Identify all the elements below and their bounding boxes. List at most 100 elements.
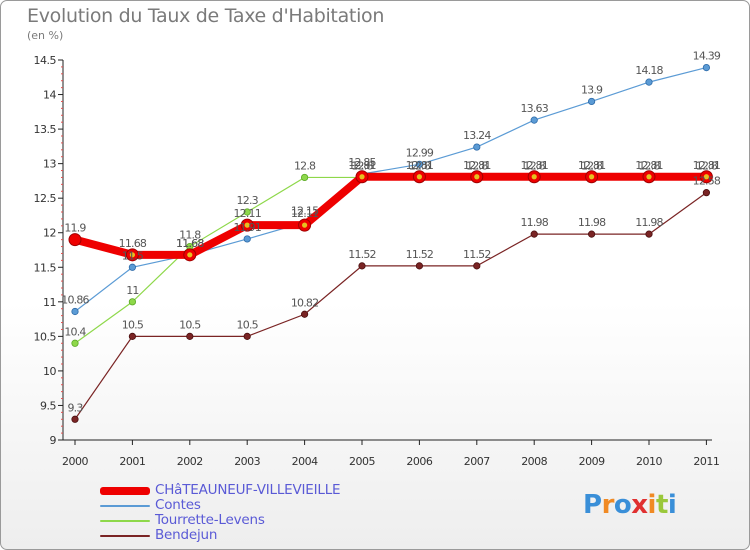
data-label: 10.4	[64, 325, 86, 338]
legend: CHâTEAUNEUF-VILLEVIEILLE Contes Tourrette-…	[100, 482, 341, 543]
data-label: 12.81	[578, 159, 606, 172]
data-label: 12.8	[466, 159, 488, 172]
data-label: 11.98	[578, 216, 606, 229]
data-point-inner	[646, 174, 652, 180]
x-tick-label: 2008	[521, 455, 547, 468]
x-tick-label: 2007	[464, 455, 490, 468]
data-point-inner	[531, 174, 537, 180]
data-label: 11.68	[176, 237, 204, 250]
x-tick-label: 2003	[234, 455, 260, 468]
legend-swatch	[100, 534, 150, 537]
data-label: 12.8	[581, 159, 603, 172]
data-label: 10.5	[237, 318, 259, 331]
data-label: 12.99	[406, 146, 434, 159]
data-label: 11.52	[463, 248, 491, 261]
y-tick-label: 10	[43, 365, 56, 378]
logo-letter: r	[601, 490, 615, 520]
data-label: 9.3	[67, 401, 83, 414]
data-point	[415, 160, 423, 168]
data-point	[71, 415, 79, 423]
data-point-inner	[416, 174, 422, 180]
chart-title: Evolution du Taux de Taxe d'Habitation	[27, 5, 385, 27]
logo-letter: o	[613, 490, 632, 520]
legend-item: CHâTEAUNEUF-VILLEVIEILLE	[100, 482, 341, 498]
legend-swatch	[100, 519, 150, 522]
series-line-tourrette-levens	[74, 176, 707, 344]
data-label: 11.68	[119, 237, 147, 250]
series-line-chateauneuf	[71, 172, 711, 259]
data-point-inner	[187, 252, 193, 258]
legend-item: Contes	[100, 498, 340, 513]
data-label: 12.8	[294, 159, 316, 172]
data-point	[71, 339, 79, 347]
data-label: 12.8	[638, 159, 660, 172]
data-point	[243, 332, 251, 340]
data-point	[300, 173, 309, 182]
data-label: 11.52	[348, 248, 376, 261]
data-label: 11	[126, 284, 138, 297]
data-label: 10.86	[61, 293, 89, 306]
logo-letter: i	[667, 490, 677, 520]
data-point-inner	[244, 222, 250, 228]
data-point	[473, 262, 481, 270]
data-label: 12.11	[233, 207, 261, 220]
legend-label: Tourrette-Levens	[155, 512, 265, 528]
x-tick-label: 2001	[119, 455, 145, 468]
logo-letter: x	[631, 490, 648, 520]
data-label: 12.15	[291, 204, 319, 217]
data-point	[645, 78, 653, 86]
data-point	[243, 235, 251, 243]
data-point-inner	[302, 222, 308, 228]
data-label: 12.8	[524, 159, 546, 172]
x-tick-label: 2004	[292, 455, 318, 468]
data-label: 12.58	[693, 175, 721, 188]
data-label: 12.3	[237, 194, 259, 207]
data-label: 10.82	[291, 296, 319, 309]
data-point	[645, 230, 653, 238]
data-label: 12.81	[406, 159, 434, 172]
data-point	[530, 230, 538, 238]
y-tick-label: 14.5	[34, 54, 57, 67]
data-label: 12.8	[351, 159, 373, 172]
data-label: 14.18	[635, 64, 663, 77]
proxiti-logo: Proxiti	[583, 490, 677, 520]
data-label: 12.85	[348, 156, 376, 169]
data-point-inner	[474, 174, 480, 180]
data-labels: 9.3 10.5 10.5 10.5 10.82 11.52 11.52 11.52 11.98…	[61, 50, 721, 415]
data-point	[128, 298, 136, 306]
data-label: 11.98	[520, 216, 548, 229]
y-tick-label: 12.5	[34, 192, 57, 205]
y-tick-label: 9.5	[40, 399, 56, 412]
legend-label: Contes	[155, 497, 201, 513]
data-label: 12.11	[291, 207, 319, 220]
data-point	[358, 262, 366, 270]
logo-letter: P	[583, 490, 602, 520]
data-point	[473, 143, 481, 151]
chart-subtitle: (en %)	[27, 29, 64, 42]
data-point-inner	[703, 174, 710, 180]
logo-letter: i	[647, 490, 657, 520]
x-tick-label: 2010	[636, 455, 662, 468]
logo-letter: t	[655, 490, 668, 520]
legend-label: CHâTEAUNEUF-VILLEVIEILLE	[155, 482, 341, 498]
series-line-bendejun	[74, 192, 707, 420]
data-label: 10.5	[122, 318, 144, 331]
data-label: 12.81	[693, 159, 721, 172]
data-label: 13.63	[520, 102, 548, 115]
data-label: 10.5	[179, 318, 201, 331]
series-layer	[68, 64, 713, 423]
data-point	[68, 233, 82, 247]
data-point	[702, 64, 711, 72]
data-point-inner	[129, 252, 135, 258]
data-point	[71, 307, 79, 316]
y-tick-label: 13.5	[34, 123, 57, 136]
data-label: 11.9	[64, 222, 86, 235]
y-tick-label: 12	[43, 227, 56, 240]
data-point-inner	[359, 174, 365, 180]
data-point-inner	[589, 174, 595, 180]
data-point	[128, 332, 136, 340]
data-label: 14.39	[693, 50, 721, 63]
x-tick-label: 2000	[62, 455, 88, 468]
x-tick-label: 2009	[579, 455, 605, 468]
